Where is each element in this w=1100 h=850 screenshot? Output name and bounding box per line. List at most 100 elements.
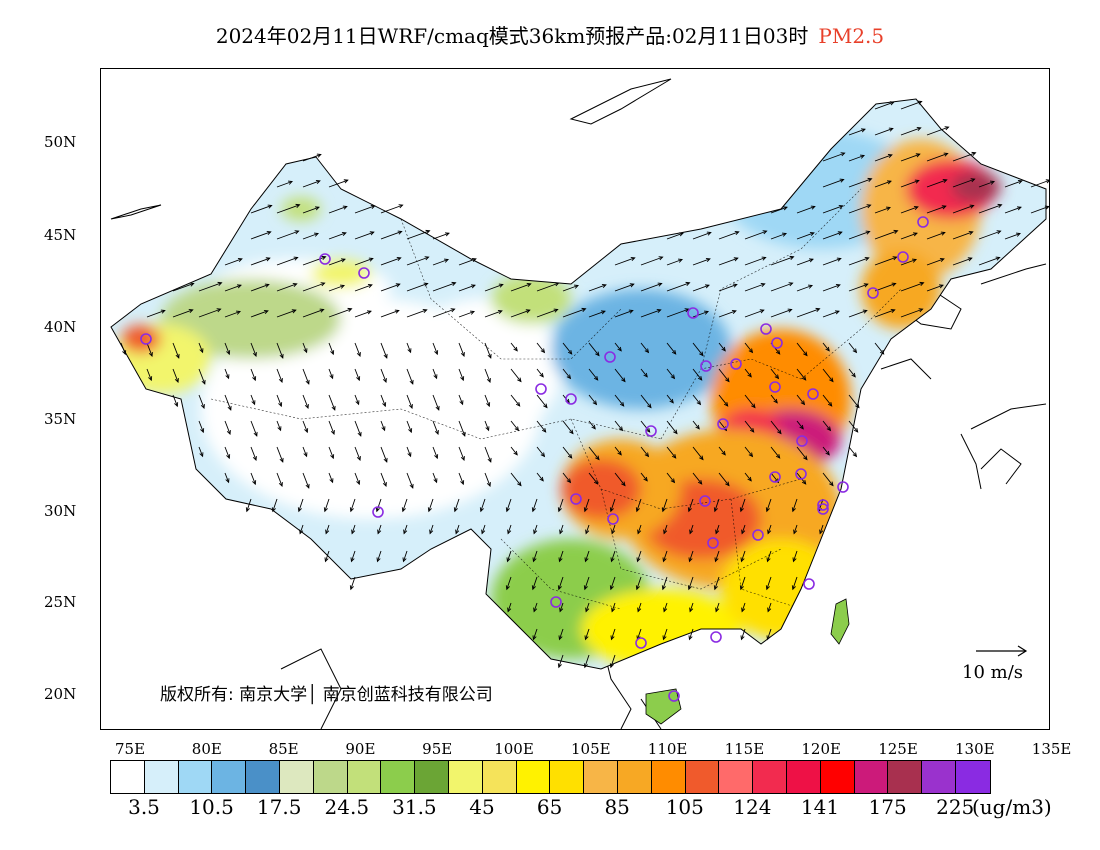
lat-label: 25N	[44, 593, 77, 611]
pm25-map-svg	[110, 78, 1049, 729]
city-marker	[897, 251, 909, 263]
city-marker	[140, 333, 152, 345]
city-marker	[358, 267, 370, 279]
pm25-field	[111, 99, 1046, 669]
lat-label: 45N	[44, 226, 77, 244]
colorbar-cell	[415, 761, 449, 793]
colorbar-cell	[144, 761, 179, 793]
city-marker	[550, 596, 562, 608]
colorbar-cell	[448, 761, 483, 793]
lat-label: 40N	[44, 318, 77, 336]
colorbar-cell	[888, 761, 923, 793]
lon-label: 105E	[571, 740, 611, 758]
city-marker	[752, 529, 764, 541]
lon-label: 90E	[345, 740, 376, 758]
city-marker	[372, 506, 384, 518]
colorbar-label: 175	[868, 795, 907, 819]
city-marker	[700, 360, 712, 372]
lat-label: 50N	[44, 133, 77, 151]
city-marker	[707, 537, 719, 549]
city-marker	[837, 481, 849, 493]
city-marker	[717, 418, 729, 430]
lat-label: 20N	[44, 685, 77, 703]
wind-reference-arrow	[976, 645, 1028, 657]
colorbar-label: 124	[733, 795, 772, 819]
colorbar-cell	[854, 761, 889, 793]
city-marker	[769, 471, 781, 483]
city-marker	[817, 503, 829, 515]
title-text: 2024年02月11日WRF/cmaq模式36km预报产品:02月11日03时	[215, 24, 809, 48]
lon-label: 100E	[494, 740, 534, 758]
colorbar-cell	[246, 761, 280, 793]
colorbar-label: 3.5	[128, 795, 160, 819]
colorbar-cell	[111, 761, 145, 793]
city-marker	[635, 637, 647, 649]
colorbar-cell	[955, 761, 990, 793]
colorbar-cell	[651, 761, 686, 793]
city-marker	[319, 253, 331, 265]
city-marker	[769, 381, 781, 393]
colorbar-units: (ug/m3)	[972, 795, 1052, 819]
map-title: 2024年02月11日WRF/cmaq模式36km预报产品:02月11日03时 P…	[0, 20, 1100, 49]
colorbar-cell	[178, 761, 213, 793]
colorbar-label: 24.5	[324, 795, 370, 819]
wind-vectors	[120, 100, 1049, 669]
colorbar-cell	[922, 761, 956, 793]
wind-reference-label: 10 m/s	[962, 662, 1023, 683]
city-marker	[710, 631, 722, 643]
hainan-island	[645, 688, 682, 725]
colorbar-cell	[516, 761, 551, 793]
city-marker	[795, 468, 807, 480]
city-marker	[604, 351, 616, 363]
city-marker	[687, 307, 699, 319]
lon-label: 80E	[191, 740, 222, 758]
city-marker	[771, 337, 783, 349]
taiwan-island	[830, 598, 850, 645]
colorbar-cell	[347, 761, 382, 793]
colorbar-cell	[212, 761, 247, 793]
colorbar-label: 65	[536, 795, 563, 819]
lat-label: 35N	[44, 410, 77, 428]
colorbar-label: 105	[665, 795, 704, 819]
lon-label: 75E	[114, 740, 146, 758]
lon-label: 110E	[647, 740, 688, 758]
city-marker	[570, 493, 582, 505]
colorbar-cell	[685, 761, 720, 793]
colorbar-cell	[617, 761, 652, 793]
lon-label: 125E	[878, 740, 918, 758]
city-marker	[668, 690, 680, 702]
colorbar-cell	[719, 761, 754, 793]
city-marker	[565, 393, 577, 405]
variable-label: PM2.5	[818, 24, 885, 48]
city-marker	[807, 388, 819, 400]
colorbar-label: 10.5	[189, 795, 234, 819]
city-marker	[867, 287, 879, 299]
china-border	[110, 98, 1047, 670]
lon-label: 115E	[724, 740, 765, 758]
city-marker	[645, 425, 657, 437]
colorbar-cell	[550, 761, 585, 793]
city-marker	[796, 435, 808, 447]
colorbar-cell	[584, 761, 618, 793]
copyright-text: 版权所有: 南京大学│ 南京创蓝科技有限公司	[160, 685, 493, 705]
colorbar-label: 31.5	[392, 795, 437, 819]
city-marker	[535, 383, 547, 395]
lat-label: 30N	[44, 502, 77, 520]
lon-label: 95E	[422, 740, 453, 758]
colorbar-label: 225	[936, 795, 975, 819]
city-marker	[730, 358, 742, 370]
colorbar-label: 45	[469, 795, 495, 819]
colorbar-cell	[482, 761, 517, 793]
colorbar-cell	[820, 761, 855, 793]
city-markers	[140, 216, 929, 702]
colorbar-label: 17.5	[256, 795, 302, 819]
lon-label: 135E	[1031, 740, 1072, 758]
colorbar	[110, 760, 991, 794]
colorbar-cell	[753, 761, 787, 793]
lon-label: 120E	[801, 740, 841, 758]
lon-label: 130E	[955, 740, 995, 758]
colorbar-label: 141	[800, 795, 840, 819]
colorbar-label: 85	[604, 795, 630, 819]
colorbar-cell	[786, 761, 821, 793]
lon-label: 85E	[268, 740, 299, 758]
